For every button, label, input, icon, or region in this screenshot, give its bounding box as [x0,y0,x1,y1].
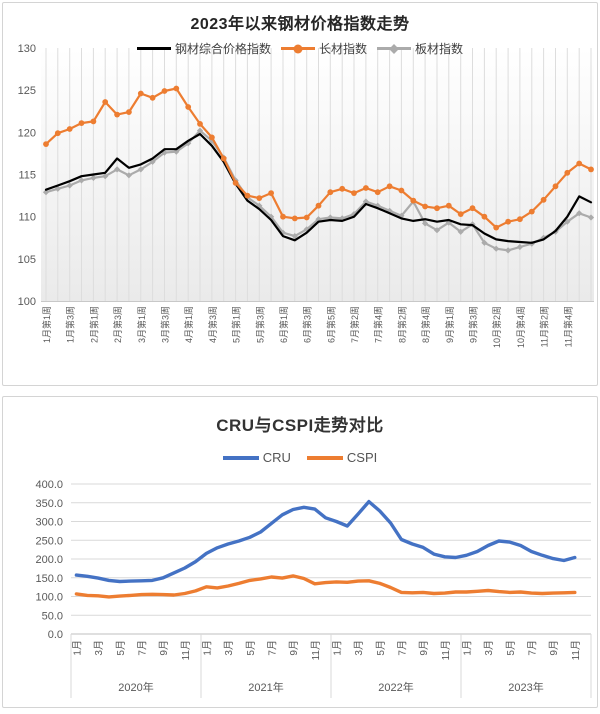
svg-text:0.0: 0.0 [48,629,63,641]
cru-line-sample-icon [222,455,259,460]
svg-text:7月: 7月 [136,640,148,656]
cspi-line-sample-icon [306,455,343,460]
svg-text:4月第3周: 4月第3周 [207,306,218,343]
legend-item-cspi: CSPI [306,450,378,465]
svg-text:3月: 3月 [353,640,365,656]
legend-label: 长材指数 [318,42,367,56]
svg-text:3月: 3月 [93,640,105,656]
svg-text:150.0: 150.0 [35,573,63,585]
legend-label: 钢材综合价格指数 [174,42,271,56]
svg-text:10月第2周: 10月第2周 [491,306,502,348]
cru-cspi-chart-svg: 400.0 350.0 300.0 250.0 200.0 150.0 100.0 50.0 0… [35,479,592,698]
svg-text:300.0: 300.0 [35,517,63,529]
svg-text:1月: 1月 [461,640,473,656]
svg-text:3月第3周: 3月第3周 [160,306,171,343]
svg-text:2月第1周: 2月第1周 [88,306,99,343]
svg-text:6月第5周: 6月第5周 [325,306,336,343]
svg-text:115: 115 [18,170,36,182]
legend-label: 板材指数 [415,42,464,56]
svg-text:5月: 5月 [245,640,257,656]
svg-text:1月: 1月 [71,640,83,656]
svg-text:9月第1周: 9月第1周 [444,306,455,343]
svg-text:11月: 11月 [440,640,452,660]
svg-text:5月: 5月 [375,640,387,656]
cru-cspi-panel: 400.0 350.0 300.0 250.0 200.0 150.0 100.0 50.0 0… [2,396,598,708]
svg-text:3月: 3月 [223,640,235,656]
svg-text:1月第3周: 1月第3周 [65,306,76,343]
svg-text:250.0: 250.0 [35,535,63,547]
svg-text:130: 130 [18,43,36,55]
composite-line-sample-icon [136,47,171,50]
long-products-line-sample-icon [280,47,315,50]
svg-text:5月第3周: 5月第3周 [254,306,265,343]
svg-text:100.0: 100.0 [35,592,63,604]
svg-text:1月: 1月 [331,640,343,656]
steel-index-chart-svg: 130 125 120 115 110 105 100 1月第1周 1月第3周 2月第1周 2月第3… [18,43,595,348]
steel-chart-legend: 钢材综合价格指数 长材指数 板材指数 [3,40,597,57]
legend-item-plate-index: 板材指数 [377,40,463,57]
svg-text:7月第4周: 7月第4周 [373,306,384,343]
svg-text:400.0: 400.0 [35,479,63,491]
steel-price-index-panel: 130 125 120 115 110 105 100 1月第1周 1月第3周 2月第1周 2月第3… [2,2,598,386]
svg-text:8月第4周: 8月第4周 [420,306,431,343]
svg-text:5月: 5月 [505,640,517,656]
svg-text:6月第1周: 6月第1周 [278,306,289,343]
svg-text:9月: 9月 [158,640,170,656]
svg-text:2021年: 2021年 [248,680,283,694]
svg-text:2023年: 2023年 [508,680,543,694]
svg-text:11月: 11月 [180,640,192,660]
svg-text:6月第3周: 6月第3周 [302,306,313,343]
cru-chart-legend: CRU CSPI [3,450,597,465]
legend-label: CRU [262,450,291,465]
svg-text:3月: 3月 [483,640,495,656]
svg-text:3月第1周: 3月第1周 [136,306,147,343]
steel-chart-title: 2023年以来钢材价格指数走势 [190,16,410,33]
svg-text:11月第2周: 11月第2周 [539,306,550,347]
plate-line-sample-icon [377,47,411,50]
svg-text:8月第2周: 8月第2周 [396,306,407,343]
svg-text:4月第1周: 4月第1周 [183,306,194,343]
svg-text:110: 110 [18,212,36,224]
svg-text:7月第2周: 7月第2周 [349,306,360,343]
svg-text:50.0: 50.0 [42,610,63,622]
svg-text:100: 100 [18,296,36,308]
svg-text:9月第3周: 9月第3周 [468,306,479,343]
svg-text:1月第1周: 1月第1周 [41,306,52,343]
legend-label: CSPI [346,450,378,465]
svg-text:5月第1周: 5月第1周 [231,306,242,343]
legend-item-long-products-index: 长材指数 [280,40,367,57]
svg-text:105: 105 [18,254,36,266]
svg-text:350.0: 350.0 [35,498,63,510]
svg-text:9月: 9月 [548,640,560,656]
cru-chart-title: CRU与CSPI走势对比 [216,416,384,435]
svg-text:5月: 5月 [115,640,127,656]
svg-text:2022年: 2022年 [378,680,413,694]
svg-text:7月: 7月 [396,640,408,656]
svg-text:200.0: 200.0 [35,554,63,566]
svg-text:7月: 7月 [526,640,538,656]
svg-text:11月第4周: 11月第4周 [562,306,573,347]
svg-text:1月: 1月 [201,640,213,656]
svg-text:10月第4周: 10月第4周 [515,306,526,348]
svg-text:11月: 11月 [310,640,322,660]
svg-text:120: 120 [18,127,36,139]
svg-text:125: 125 [18,85,36,97]
svg-text:2020年: 2020年 [118,680,153,694]
svg-text:9月: 9月 [288,640,300,656]
svg-text:9月: 9月 [418,640,430,656]
svg-text:7月: 7月 [266,640,278,656]
legend-item-composite-index: 钢材综合价格指数 [136,40,271,57]
legend-item-cru: CRU [222,450,291,465]
svg-text:2月第3周: 2月第3周 [112,306,123,343]
svg-text:11月: 11月 [570,640,582,660]
